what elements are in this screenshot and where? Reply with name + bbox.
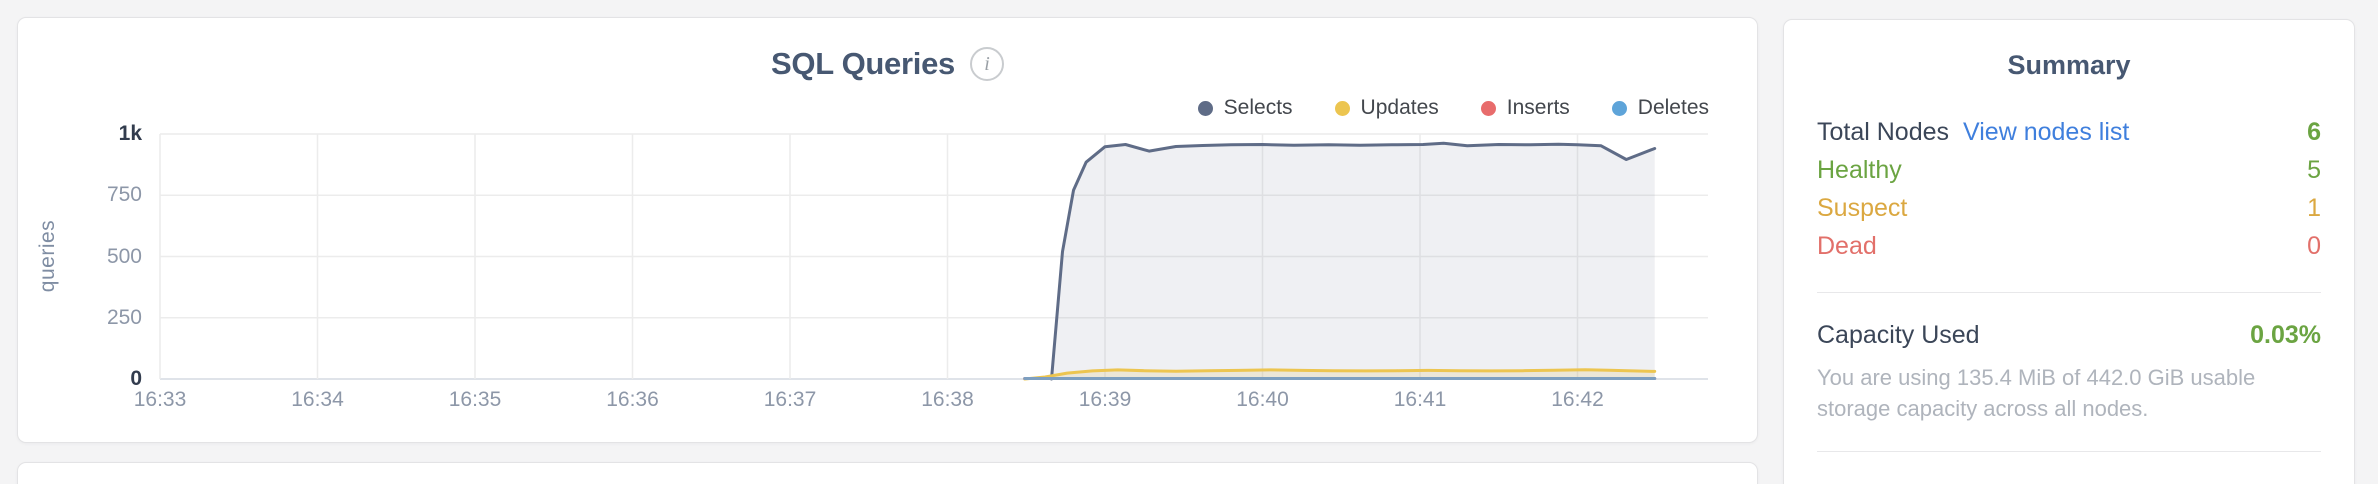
next-chart-card-partial — [17, 462, 1758, 484]
summary-node-rows: Total Nodes View nodes list 6 Healthy 5 … — [1817, 113, 2321, 265]
dead-value: 0 — [2307, 231, 2321, 260]
healthy-value: 5 — [2307, 155, 2321, 184]
suspect-nodes-row: Suspect 1 — [1817, 189, 2321, 227]
legend-item-deletes[interactable]: Deletes — [1611, 96, 1709, 120]
suspect-label: Suspect — [1817, 193, 1908, 222]
summary-divider — [1817, 451, 2321, 452]
x-tick-label: 16:35 — [448, 388, 502, 411]
summary-panel: Summary Total Nodes View nodes list 6 He… — [1783, 19, 2355, 484]
healthy-nodes-row: Healthy 5 — [1817, 151, 2321, 189]
chart-plot-area[interactable] — [159, 133, 1708, 381]
x-tick-label: 16:39 — [1078, 388, 1132, 411]
legend-label: Updates — [1360, 96, 1439, 119]
suspect-value: 1 — [2307, 193, 2321, 222]
unavailable-ranges-label: Unavailable ranges — [1817, 481, 2031, 484]
legend-label: Selects — [1223, 96, 1293, 119]
healthy-label: Healthy — [1817, 155, 1902, 184]
x-tick-label: 16:34 — [291, 388, 344, 411]
y-tick-label: 750 — [106, 183, 142, 207]
legend-dot-icon — [1334, 100, 1350, 116]
legend-label: Deletes — [1637, 96, 1709, 119]
total-nodes-row: Total Nodes View nodes list 6 — [1817, 113, 2321, 151]
x-tick-label: 16:42 — [1551, 388, 1604, 411]
y-tick-label: 500 — [106, 244, 142, 268]
legend-item-updates[interactable]: Updates — [1334, 96, 1439, 120]
y-tick-label: 250 — [106, 305, 142, 329]
capacity-used-row: Capacity Used 0.03% — [1817, 316, 2321, 354]
unavailable-ranges-value: 0 — [2307, 481, 2321, 484]
dead-nodes-row: Dead 0 — [1817, 227, 2321, 265]
x-tick-label: 16:37 — [763, 388, 817, 411]
x-tick-label: 16:33 — [133, 388, 187, 411]
capacity-used-value: 0.03% — [2250, 320, 2321, 349]
legend-item-inserts[interactable]: Inserts — [1480, 96, 1570, 120]
x-tick-label: 16:41 — [1393, 388, 1447, 411]
x-tick-label: 16:40 — [1236, 388, 1289, 411]
capacity-used-label: Capacity Used — [1817, 320, 1980, 349]
total-nodes-label: Total Nodes — [1817, 117, 1950, 146]
legend-dot-icon — [1611, 100, 1627, 116]
legend-dot-icon — [1197, 100, 1213, 116]
summary-title: Summary — [2007, 50, 2131, 80]
chart-svg — [159, 133, 1708, 381]
x-tick-label: 16:36 — [606, 388, 659, 411]
info-icon[interactable]: i — [969, 47, 1004, 81]
chart-legend: Selects Updates Inserts Deletes — [1197, 96, 1709, 120]
capacity-description: You are using 135.4 MiB of 442.0 GiB usa… — [1817, 365, 2256, 421]
chart-header: SQL Queries i — [18, 46, 1757, 82]
view-nodes-list-link[interactable]: View nodes list — [1963, 117, 2130, 146]
chart-title: SQL Queries — [771, 46, 955, 81]
dead-label: Dead — [1817, 231, 1877, 260]
legend-item-selects[interactable]: Selects — [1197, 96, 1293, 120]
total-nodes-value: 6 — [2307, 117, 2321, 146]
x-tick-label: 16:38 — [921, 388, 974, 411]
y-tick-label: 0 — [130, 367, 142, 390]
summary-divider — [1817, 292, 2321, 293]
legend-label: Inserts — [1506, 96, 1570, 119]
y-tick-label: 1k — [118, 122, 142, 145]
legend-dot-icon — [1480, 100, 1496, 116]
unavailable-ranges-row: Unavailable ranges 0 — [1817, 476, 2321, 484]
sql-queries-chart-card: SQL Queries i Selects Updates Inserts Delet… — [17, 17, 1758, 443]
